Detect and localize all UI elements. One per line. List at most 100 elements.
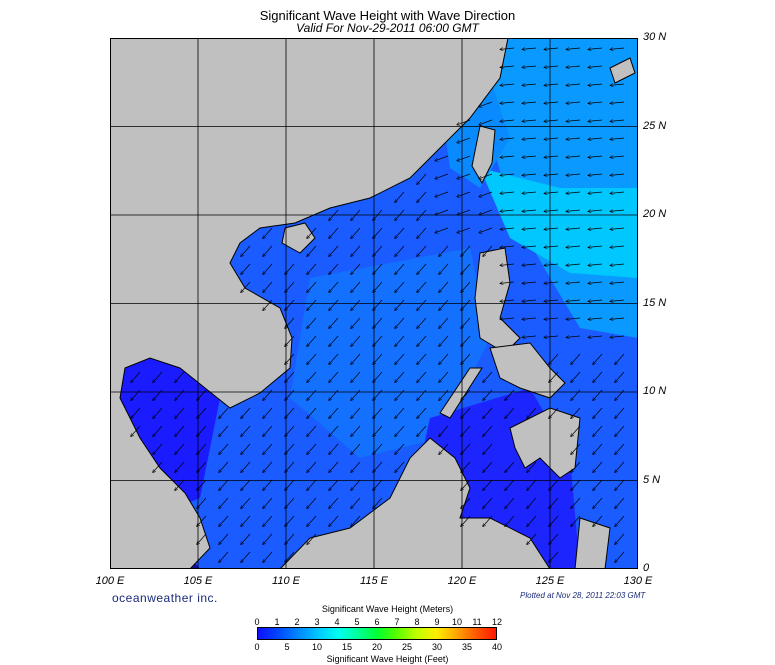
wave-arrow [197, 389, 207, 401]
land-ryukyu [609, 57, 636, 84]
wave-arrow [461, 281, 471, 293]
wave-arrow [329, 461, 339, 473]
wave-arrow [544, 66, 559, 67]
wave-arrow [566, 228, 581, 229]
wave-arrow [522, 66, 537, 67]
wave-arrow [527, 533, 537, 545]
longitude-label: 115 E [360, 575, 388, 587]
wave-arrow [373, 461, 383, 473]
land-mindanao [509, 407, 581, 479]
wave-arrow [263, 407, 273, 419]
wave-arrow [197, 461, 207, 473]
wave-arrow [544, 228, 559, 229]
wave-arrow [522, 300, 537, 301]
wave-arrow [373, 389, 383, 401]
wave-arrow [153, 371, 163, 383]
meter-tick-label: 3 [314, 617, 320, 627]
wave-arrow [479, 209, 493, 215]
wave-arrow [483, 371, 493, 383]
wave-arrow [610, 210, 625, 211]
land-hainan [281, 222, 316, 254]
wave-arrow [500, 210, 515, 211]
wave-arrow [593, 407, 603, 419]
wave-arrow [505, 407, 515, 419]
wave-arrow [571, 461, 581, 473]
wave-arrow [571, 515, 581, 527]
wave-arrow [610, 138, 625, 139]
wave-arrow [307, 389, 317, 401]
wave-arrow [197, 479, 207, 491]
wave-arrow [505, 461, 515, 473]
wave-arrow [544, 102, 559, 103]
wave-arrow [522, 138, 537, 139]
wave-arrow [351, 317, 361, 329]
wave-arrow [522, 102, 537, 103]
wave-arrow [522, 192, 537, 193]
wave-arrow [241, 533, 251, 545]
wave-arrow [219, 551, 229, 563]
wave-arrow [588, 102, 603, 103]
wave-arrow [417, 245, 427, 257]
wave-arrow [566, 192, 581, 193]
wave-arrow [615, 515, 625, 527]
wave-arrow [241, 407, 251, 419]
wave-arrow [351, 407, 361, 419]
wave-arrow [219, 461, 229, 473]
wave-arrow [373, 353, 383, 365]
wave-arrow [417, 299, 427, 311]
wave-arrow [457, 137, 471, 143]
wave-arrow [544, 192, 559, 193]
wave-arrow [351, 299, 361, 311]
wave-arrow [329, 281, 339, 293]
wave-arrow [307, 371, 317, 383]
wave-arrow [153, 461, 163, 473]
wave-arrow [610, 192, 625, 193]
wave-arrow [522, 264, 537, 265]
wave-arrow [307, 299, 317, 311]
wave-arrow [175, 479, 185, 491]
wave-arrow [593, 443, 603, 455]
wave-arrow [610, 282, 625, 283]
wave-arrow [285, 371, 295, 383]
wave-arrow [461, 479, 471, 491]
wave-arrow [241, 425, 251, 437]
wave-arrow [566, 300, 581, 301]
wave-arrow [439, 317, 449, 329]
wave-arrow [483, 425, 493, 437]
wave-arrow [566, 156, 581, 157]
wave-arrow [131, 389, 141, 401]
wave-arrow [307, 245, 317, 257]
wave-arrow [500, 156, 515, 157]
wave-arrow [500, 48, 515, 49]
wave-arrow [263, 551, 273, 563]
wave-arrow [522, 282, 537, 283]
wave-arrow [285, 533, 295, 545]
wave-arrow [329, 353, 339, 365]
meter-tick-label: 9 [434, 617, 440, 627]
wave-arrow [549, 407, 559, 419]
wave-arrow [131, 407, 141, 419]
wave-arrow [263, 263, 273, 275]
land-mainland-asia [110, 38, 509, 569]
wave-arrow [500, 84, 515, 85]
wave-height-map [110, 38, 638, 569]
wave-arrow [307, 461, 317, 473]
wave-arrow [417, 209, 427, 221]
wave-arrow [395, 461, 405, 473]
wave-arrow [373, 245, 383, 257]
wave-arrow [588, 120, 603, 121]
wave-arrow [263, 389, 273, 401]
wave-arrow [500, 282, 515, 283]
wave-arrow [197, 425, 207, 437]
wave-arrow [588, 318, 603, 319]
wave-arrow [500, 102, 515, 103]
wave-arrow [175, 461, 185, 473]
wave-arrow [395, 371, 405, 383]
plotted-timestamp: Plotted at Nov 28, 2011 22:03 GMT [520, 591, 646, 600]
longitude-label: 110 E [272, 575, 300, 587]
wave-arrow [307, 263, 317, 275]
wave-arrow [373, 497, 383, 509]
wave-arrow [395, 407, 405, 419]
wave-arrow [527, 497, 537, 509]
wave-arrow [615, 425, 625, 437]
